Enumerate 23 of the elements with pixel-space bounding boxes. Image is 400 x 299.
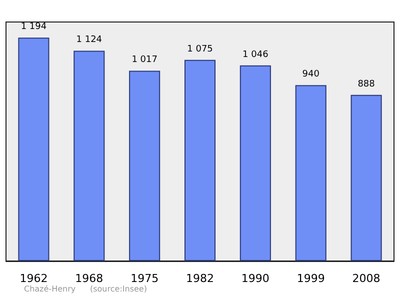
bar: [129, 70, 160, 261]
data-label: 1 124: [76, 35, 102, 46]
data-label: 1 075: [187, 44, 213, 54]
data-label: 940: [302, 70, 320, 80]
bar: [18, 38, 50, 261]
bar: [240, 65, 271, 261]
text: Chazé-Henry: [24, 284, 76, 294]
x-tick-label: 1982: [186, 272, 214, 285]
bar: [184, 60, 216, 261]
x-tick-label: 1968: [75, 272, 104, 285]
x-tick-label: 1990: [241, 272, 270, 285]
data-label: 1 046: [242, 50, 269, 60]
x-tick-label: 1975: [130, 272, 159, 285]
x-tick-label: 1962: [20, 272, 48, 285]
bar: [350, 94, 382, 261]
data-label: 1 017: [132, 55, 158, 66]
x-tick-label: 2008: [352, 272, 380, 285]
text: (source:Insee): [90, 284, 147, 294]
data-label: 888: [358, 79, 376, 90]
x-tick-label: 1999: [296, 272, 325, 285]
bar: [295, 85, 326, 261]
bar: [74, 50, 105, 261]
data-label: 1 194: [20, 22, 47, 32]
